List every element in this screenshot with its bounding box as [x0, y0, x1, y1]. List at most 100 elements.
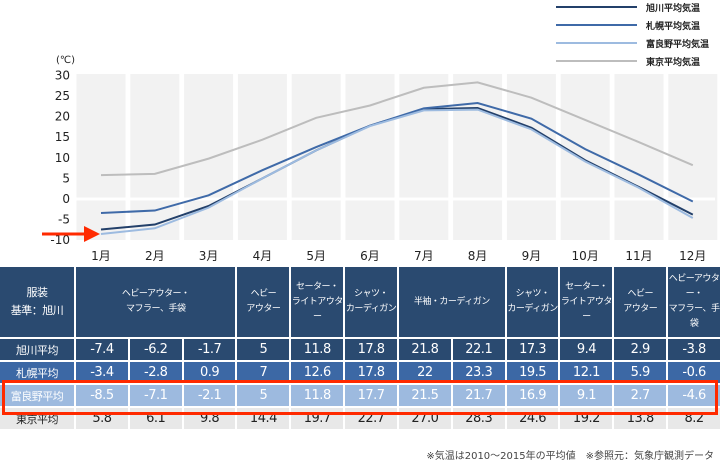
table-cell: -2.8 [129, 362, 182, 383]
table-cell: -0.6 [668, 362, 720, 383]
table-cell: -7.1 [129, 385, 182, 406]
table-cell: 27.0 [398, 408, 451, 429]
x-tick-label: 12月 [679, 249, 706, 263]
month-column-band [668, 74, 718, 240]
month-column-band [76, 74, 126, 240]
table-cell: 17.7 [345, 385, 397, 406]
x-tick-label: 8月 [468, 249, 488, 263]
x-tick-label: 10月 [572, 249, 599, 263]
table-cell: 0.9 [183, 362, 236, 383]
y-tick-label: -5 [58, 213, 70, 227]
table-cell: 19.7 [291, 408, 344, 429]
table-cell: 24.6 [506, 408, 559, 429]
y-tick-label: 25 [55, 89, 70, 103]
footnote: ※気温は2010～2015年の平均値 ※参照元：気象庁観測データ [426, 451, 714, 462]
y-tick-label: 5 [62, 171, 70, 185]
x-tick-label: 4月 [253, 249, 273, 263]
clothing-header-cell: ヘビーアウター・ マフラー、手袋 [76, 267, 236, 337]
clothing-header-cell: シャツ・ カーディガン [506, 267, 559, 337]
clothing-header-cell: ヘビー アウター [614, 267, 667, 337]
clothing-header-cell: 半袖・カーディガン [398, 267, 505, 337]
series-line-3 [100, 108, 694, 236]
table-cell: 21.8 [398, 339, 451, 360]
table-cell: 23.3 [452, 362, 505, 383]
month-column-band [291, 74, 341, 240]
row-label: 札幌平均 [0, 362, 74, 383]
clothing-header-cell: ヘビー アウター [237, 267, 290, 337]
legend-label: 旭川平均気温 [645, 2, 700, 14]
table-cell: 5.8 [76, 408, 128, 429]
table-cell: -3.8 [668, 339, 720, 360]
table-cell: -7.4 [76, 339, 128, 360]
row-label: 富良野平均 [0, 385, 74, 406]
table-cell: -6.2 [129, 339, 182, 360]
y-tick-label: -10 [50, 233, 70, 247]
table-cell: 7 [237, 362, 290, 383]
table-cell: 19.2 [560, 408, 613, 429]
table-cell: 12.1 [560, 362, 613, 383]
table-cell: 5.9 [614, 362, 667, 383]
table-cell: 19.5 [506, 362, 559, 383]
x-tick-label: 11月 [625, 249, 652, 263]
y-tick-label: 30 [55, 68, 70, 82]
table-cell: 2.7 [614, 385, 667, 406]
table-header-label: 服装 基準：旭川 [0, 267, 74, 337]
row-label: 東京平均 [0, 408, 74, 429]
table-cell: 17.3 [506, 339, 559, 360]
table-cell: 16.9 [506, 385, 559, 406]
clothing-temperature-table: 服装 基準：旭川 ヘビーアウター・ マフラー、手袋 ヘビー アウター セーター・ ライ… [0, 267, 720, 429]
table-cell: 5 [237, 339, 290, 360]
table-cell: 11.8 [291, 385, 344, 406]
x-tick-label: 5月 [306, 249, 326, 263]
table-cell: -2.1 [183, 385, 236, 406]
legend-label: 札幌平均気温 [645, 20, 700, 32]
y-unit-label: (℃) [56, 55, 75, 66]
table-cell: -3.4 [76, 362, 128, 383]
table-cell: 21.7 [452, 385, 505, 406]
month-column-band [453, 74, 503, 240]
table-cell: 11.8 [291, 339, 344, 360]
table-cell: 14.4 [237, 408, 290, 429]
table-cell: 2.9 [614, 339, 667, 360]
table-cell: 22 [398, 362, 451, 383]
series-line-2 [100, 101, 694, 215]
row-label: 旭川平均 [0, 339, 74, 360]
x-tick-label: 2月 [145, 249, 165, 263]
y-tick-label: 10 [55, 151, 70, 165]
table-cell: 12.6 [291, 362, 344, 383]
table-cell: 17.8 [345, 362, 397, 383]
y-tick-label: 15 [55, 130, 70, 144]
x-tick-label: 7月 [414, 249, 434, 263]
table-cell: 28.3 [452, 408, 505, 429]
table-cell: -1.7 [183, 339, 236, 360]
table-cell: -8.5 [76, 385, 128, 406]
table-cell: 6.1 [129, 408, 182, 429]
y-tick-label: 20 [55, 110, 70, 124]
x-tick-label: 9月 [522, 249, 542, 263]
x-tick-label: 3月 [199, 249, 219, 263]
table-cell: 9.4 [560, 339, 613, 360]
table-cell: 8.2 [668, 408, 720, 429]
month-column-band [614, 74, 664, 240]
clothing-header-cell: セーター・ ライトアウター [560, 267, 612, 337]
month-column-band [399, 74, 449, 240]
table-cell: 21.5 [398, 385, 451, 406]
table-cell: -4.6 [668, 385, 720, 406]
clothing-header-cell: セーター・ ライトアウター [291, 267, 343, 337]
x-tick-label: 6月 [360, 249, 380, 263]
legend-label: 東京平均気温 [646, 56, 700, 68]
legend-label: 富良野平均気温 [646, 38, 709, 50]
table-cell: 5 [237, 385, 290, 406]
y-tick-label: 0 [62, 192, 70, 206]
x-tick-label: 1月 [91, 249, 111, 263]
table-cell: 13.8 [614, 408, 667, 429]
clothing-header-cell: ヘビーアウター・ マフラー、手袋 [668, 267, 720, 337]
month-column-band [506, 74, 556, 240]
table-cell: 9.1 [560, 385, 613, 406]
month-column-band [237, 74, 287, 240]
month-column-band [130, 74, 180, 240]
temperature-line-chart: 1月 2月 3月 4月 5月 6月 7月 8月 9月 10月 11月 12月 30 25 20 15 10 5 0 -… [42, 2, 718, 263]
clothing-header-cell: シャツ・ カーディガン [345, 267, 397, 337]
month-column-band [345, 74, 395, 240]
table-cell: 9.8 [183, 408, 236, 429]
